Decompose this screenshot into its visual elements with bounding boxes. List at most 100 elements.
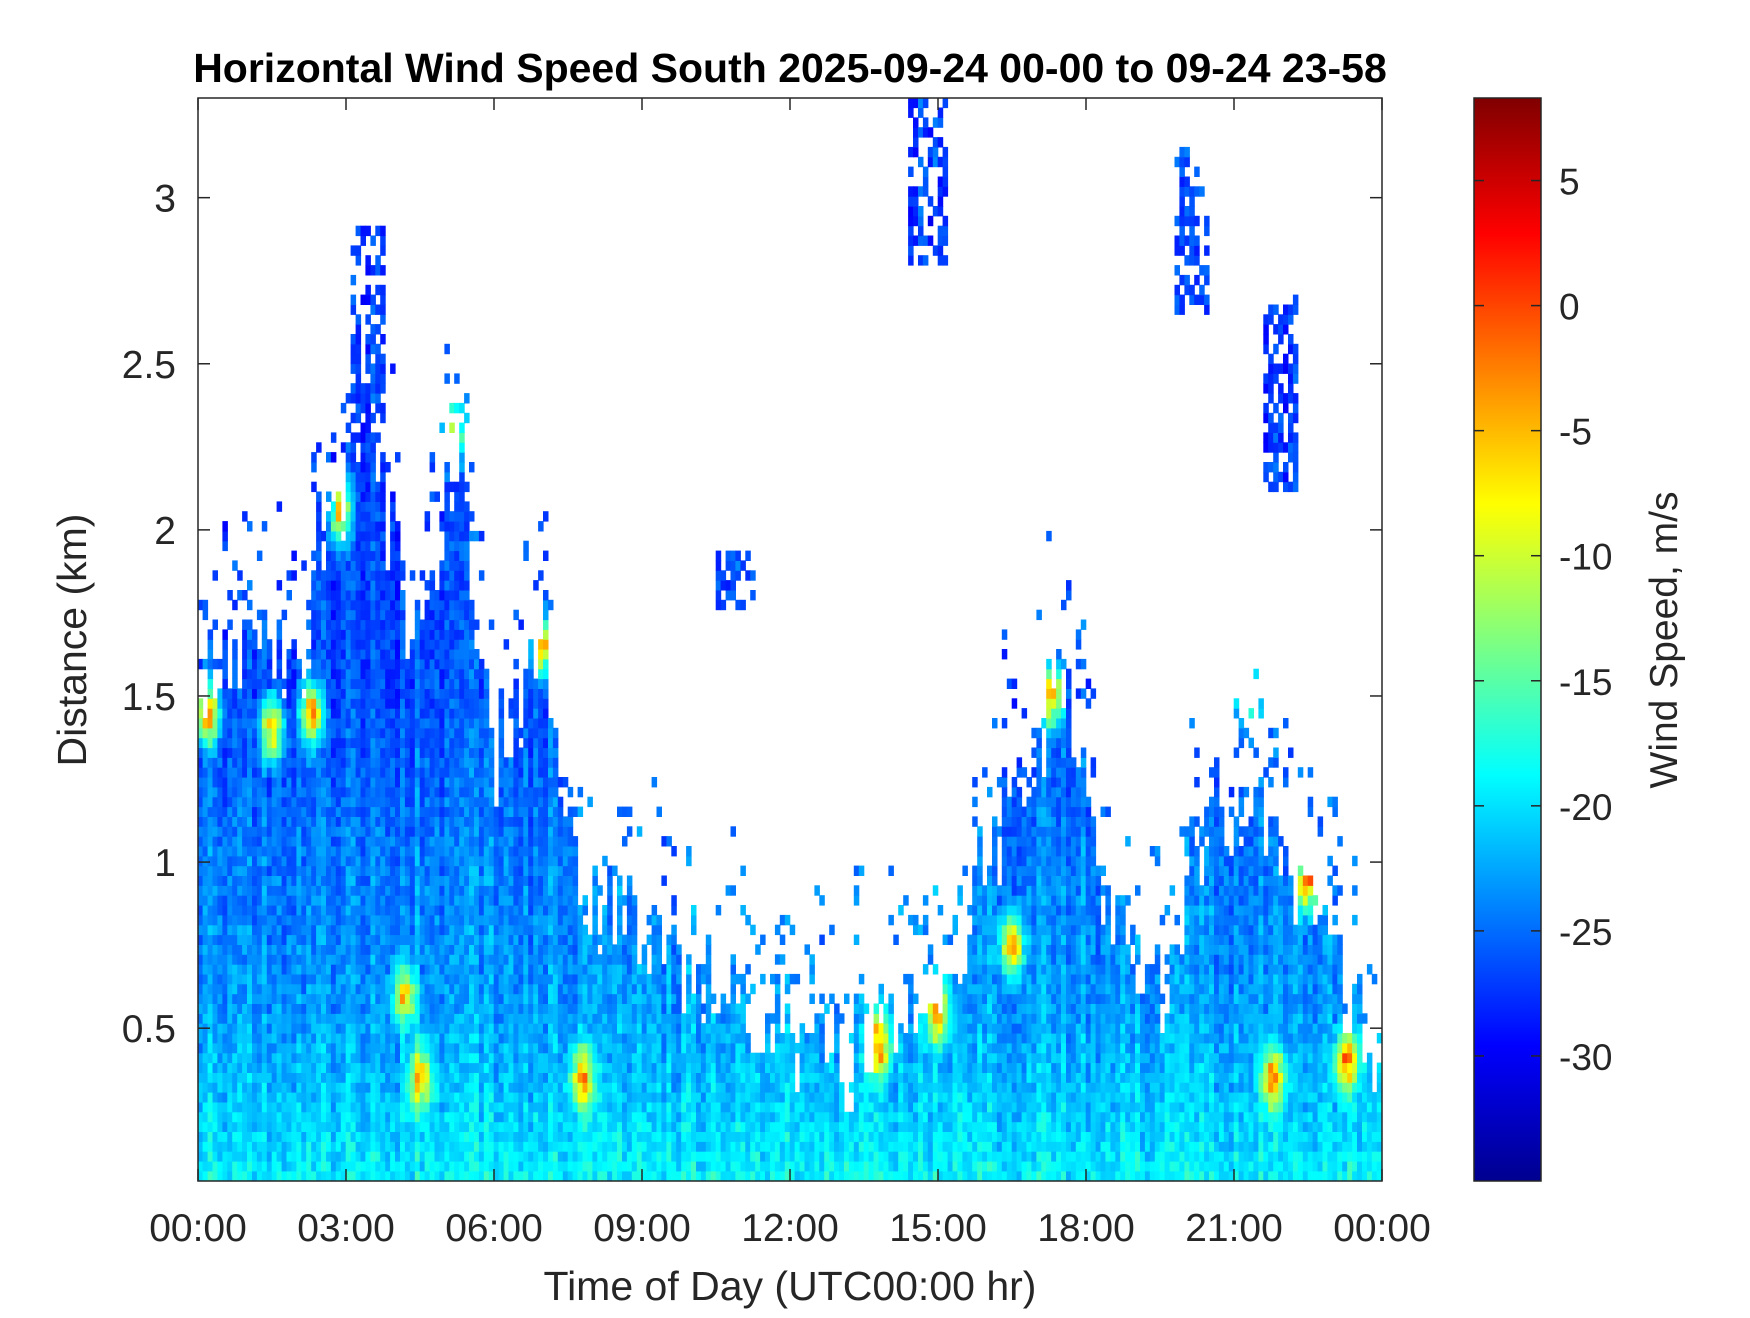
heatmap-cell bbox=[498, 1013, 505, 1024]
heatmap-cell bbox=[380, 1052, 386, 1064]
heatmap-cell bbox=[631, 1082, 638, 1093]
heatmap-cell bbox=[370, 373, 376, 384]
heatmap-cell bbox=[548, 1033, 554, 1044]
heatmap-cell bbox=[345, 629, 352, 640]
heatmap-cell bbox=[281, 1033, 288, 1044]
heatmap-cell bbox=[350, 964, 357, 975]
heatmap-cell bbox=[266, 737, 273, 749]
heatmap-cell bbox=[395, 836, 401, 847]
heatmap-cell bbox=[552, 954, 559, 965]
heatmap-cell bbox=[271, 934, 278, 945]
heatmap-cell bbox=[528, 1042, 534, 1054]
heatmap-cell bbox=[469, 511, 475, 522]
heatmap-cell bbox=[429, 1151, 436, 1162]
heatmap-cell bbox=[518, 865, 524, 876]
heatmap-cell bbox=[326, 550, 332, 561]
heatmap-cell bbox=[321, 649, 327, 660]
heatmap-cell bbox=[528, 875, 534, 886]
heatmap-cell bbox=[469, 599, 475, 611]
heatmap-cell bbox=[518, 905, 524, 916]
heatmap-cell bbox=[330, 944, 337, 955]
heatmap-cell bbox=[340, 777, 347, 788]
heatmap-cell bbox=[375, 363, 381, 374]
heatmap-cell bbox=[518, 727, 524, 739]
heatmap-cell bbox=[612, 1092, 618, 1103]
heatmap-cell bbox=[306, 924, 312, 936]
heatmap-cell bbox=[478, 747, 485, 758]
heatmap-cell bbox=[454, 688, 460, 699]
heatmap-cell bbox=[493, 1082, 500, 1093]
heatmap-cell bbox=[222, 747, 228, 758]
heatmap-cell bbox=[375, 383, 381, 394]
heatmap-cell bbox=[424, 1052, 431, 1064]
heatmap-cell bbox=[582, 1062, 588, 1073]
heatmap-cell bbox=[217, 1052, 223, 1064]
heatmap-cell bbox=[291, 570, 297, 581]
heatmap-cell bbox=[365, 511, 371, 522]
heatmap-cell bbox=[636, 1141, 643, 1152]
heatmap-cell bbox=[237, 875, 243, 886]
heatmap-cell bbox=[404, 658, 411, 670]
heatmap-cell bbox=[528, 668, 534, 680]
heatmap-cell bbox=[276, 1062, 283, 1073]
heatmap-cell bbox=[459, 1161, 465, 1172]
heatmap-cell bbox=[523, 1170, 529, 1181]
heatmap-cell bbox=[321, 826, 327, 837]
heatmap-cell bbox=[370, 629, 376, 640]
heatmap-cell bbox=[444, 688, 450, 699]
heatmap-cell bbox=[513, 964, 519, 975]
heatmap-cell bbox=[256, 668, 263, 680]
heatmap-cell bbox=[385, 639, 391, 650]
heatmap-cell bbox=[301, 905, 307, 916]
heatmap-cell bbox=[434, 658, 440, 670]
heatmap-cell bbox=[370, 757, 376, 768]
heatmap-cell bbox=[439, 993, 445, 1004]
heatmap-cell bbox=[548, 885, 554, 896]
heatmap-cell bbox=[301, 846, 307, 857]
heatmap-cell bbox=[513, 678, 519, 689]
heatmap-cell bbox=[390, 826, 396, 837]
heatmap-cell bbox=[390, 668, 396, 680]
heatmap-cell bbox=[469, 658, 475, 670]
heatmap-cell bbox=[641, 1141, 648, 1152]
heatmap-cell bbox=[577, 983, 584, 995]
heatmap-cell bbox=[607, 944, 613, 955]
heatmap-cell bbox=[242, 1141, 248, 1152]
heatmap-cell bbox=[330, 678, 337, 689]
heatmap-cell bbox=[232, 1101, 238, 1113]
heatmap-cell bbox=[217, 944, 223, 955]
heatmap-cell bbox=[242, 590, 248, 601]
heatmap-cell bbox=[340, 609, 347, 621]
heatmap-cell bbox=[602, 924, 608, 936]
heatmap-cell bbox=[493, 944, 500, 955]
heatmap-cell bbox=[296, 875, 302, 886]
heatmap-cell bbox=[434, 796, 440, 808]
heatmap-cell bbox=[375, 393, 381, 404]
heatmap-cell bbox=[439, 954, 445, 965]
heatmap-cell bbox=[459, 934, 465, 945]
heatmap-cell bbox=[572, 1141, 579, 1152]
heatmap-cell bbox=[602, 1042, 608, 1054]
heatmap-cell bbox=[296, 1013, 302, 1024]
heatmap-cell bbox=[409, 914, 416, 926]
heatmap-cell bbox=[330, 786, 337, 798]
heatmap-cell bbox=[444, 983, 450, 995]
heatmap-cell bbox=[281, 718, 288, 729]
heatmap-cell bbox=[247, 895, 253, 906]
heatmap-cell bbox=[464, 1082, 470, 1093]
heatmap-cell bbox=[330, 1023, 337, 1034]
heatmap-cell bbox=[335, 491, 342, 502]
heatmap-cell bbox=[266, 1092, 273, 1103]
heatmap-cell bbox=[360, 924, 366, 936]
heatmap-cell bbox=[439, 934, 445, 945]
heatmap-cell bbox=[261, 1062, 268, 1073]
heatmap-cell bbox=[385, 1033, 391, 1044]
heatmap-cell bbox=[340, 688, 347, 699]
heatmap-cell bbox=[419, 895, 426, 906]
heatmap-cell bbox=[577, 905, 584, 916]
heatmap-cell bbox=[360, 422, 366, 433]
heatmap-cell bbox=[345, 747, 352, 758]
heatmap-cell bbox=[631, 895, 638, 906]
heatmap-cell bbox=[459, 757, 465, 768]
heatmap-cell bbox=[355, 934, 362, 945]
